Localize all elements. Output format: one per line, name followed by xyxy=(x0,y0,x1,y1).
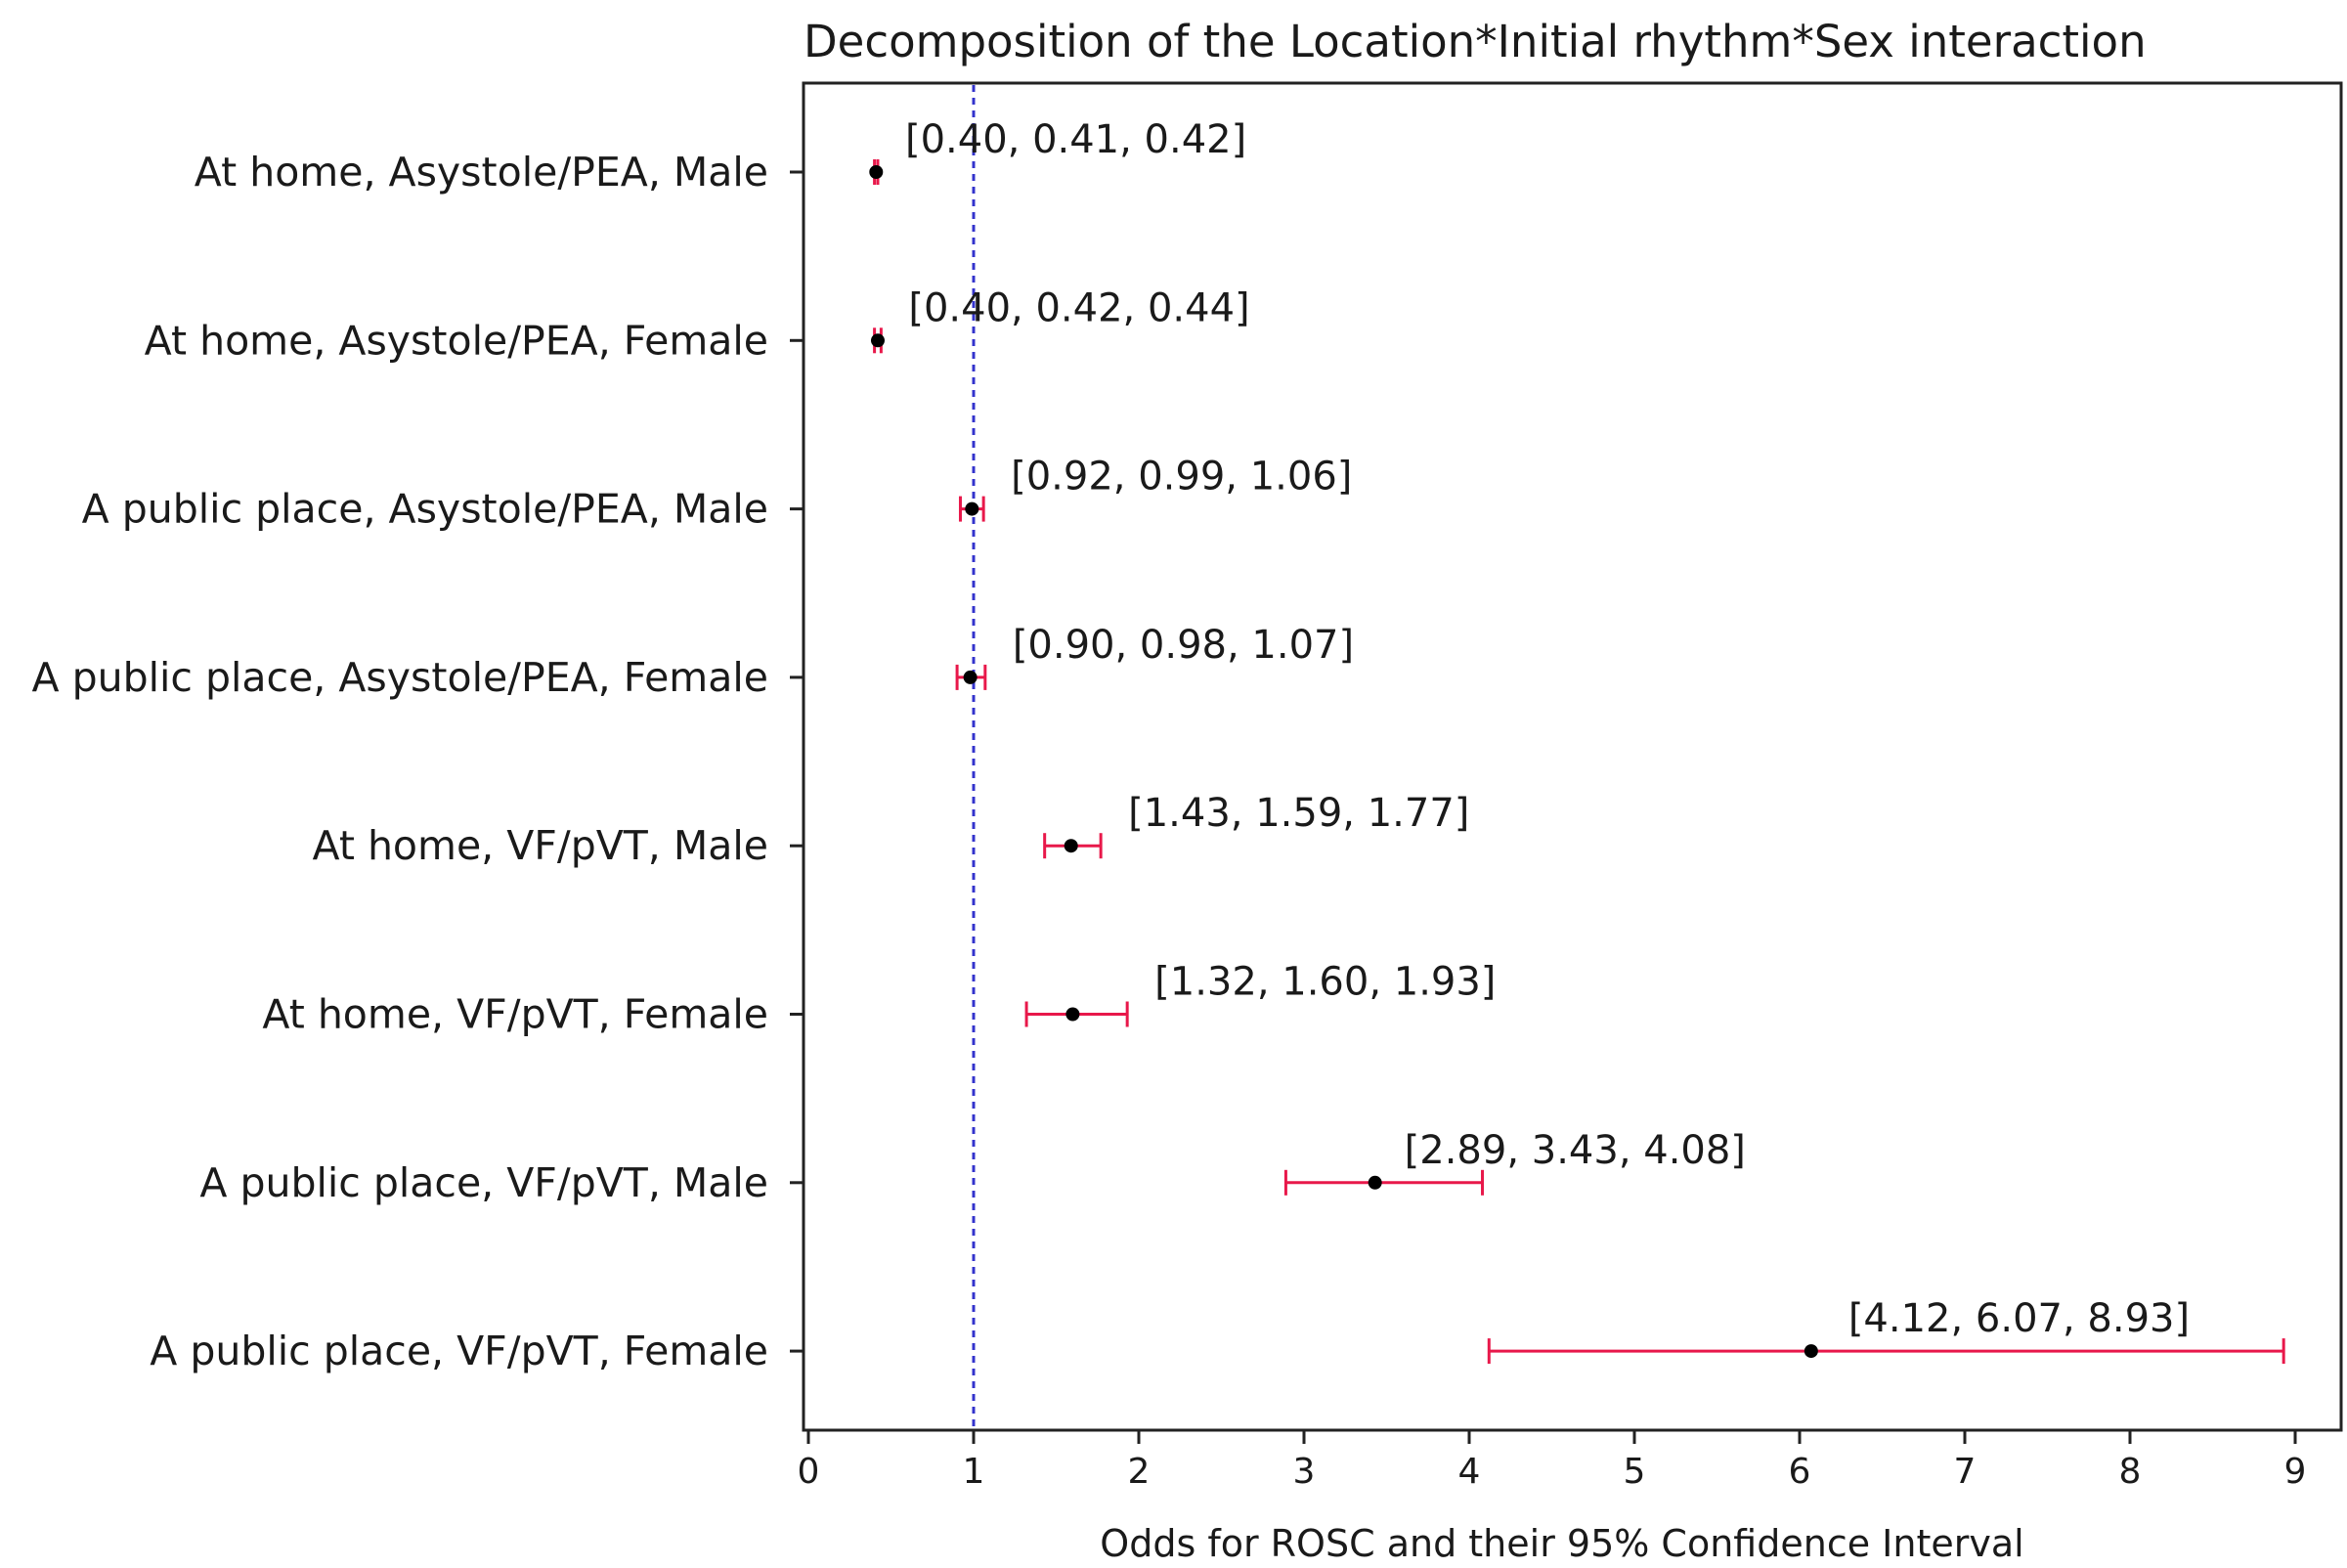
y-axis-ticks xyxy=(790,170,804,1353)
point-estimate xyxy=(1804,1344,1818,1359)
category-label: At home, VF/pVT, Female xyxy=(262,991,768,1038)
point-estimate xyxy=(870,333,885,348)
x-tick-label: 5 xyxy=(1624,1452,1646,1492)
interval-label: [0.40, 0.42, 0.44] xyxy=(908,285,1249,330)
chart-title: Decomposition of the Location*Initial rh… xyxy=(804,16,2147,67)
point-estimate xyxy=(1064,839,1078,853)
x-tick-label: 6 xyxy=(1789,1452,1811,1492)
plot-area-frame xyxy=(802,81,2343,1432)
interval-label: [0.90, 0.98, 1.07] xyxy=(1013,623,1354,668)
x-tick-label: 8 xyxy=(2119,1452,2142,1492)
x-axis-label: Odds for ROSC and their 95% Confidence I… xyxy=(1100,1522,2023,1565)
category-label: A public place, Asystole/PEA, Male xyxy=(82,486,768,533)
category-label: A public place, Asystole/PEA, Female xyxy=(32,654,768,701)
point-estimate xyxy=(963,670,978,684)
x-tick-label: 4 xyxy=(1458,1452,1481,1492)
point-estimate xyxy=(965,501,979,516)
x-axis-ticks: 0 1 2 3 4 5 6 7 8 9 xyxy=(798,1430,2307,1492)
interval-label: [1.43, 1.59, 1.77] xyxy=(1128,791,1469,836)
point-estimates xyxy=(869,165,1818,1359)
x-tick-label: 2 xyxy=(1128,1452,1151,1492)
interval-label: [1.32, 1.60, 1.93] xyxy=(1154,960,1496,1005)
x-tick-label: 9 xyxy=(2284,1452,2307,1492)
x-tick-label: 1 xyxy=(963,1452,985,1492)
category-label: At home, Asystole/PEA, Female xyxy=(145,317,768,364)
category-label: A public place, VF/pVT, Female xyxy=(150,1328,768,1374)
point-estimate xyxy=(869,165,884,179)
interval-labels: [0.40, 0.41, 0.42] [0.40, 0.42, 0.44] [0.9… xyxy=(905,117,2190,1341)
error-bars xyxy=(873,159,2285,1365)
x-tick-label: 7 xyxy=(1954,1452,1977,1492)
interval-label: [4.12, 6.07, 8.93] xyxy=(1848,1296,2190,1341)
interval-label: [0.40, 0.41, 0.42] xyxy=(905,117,1246,162)
interval-label: [0.92, 0.99, 1.06] xyxy=(1011,455,1352,500)
x-tick-label: 0 xyxy=(798,1452,820,1492)
point-estimate xyxy=(1368,1175,1382,1190)
point-estimate xyxy=(1065,1007,1080,1022)
x-tick-label: 3 xyxy=(1293,1452,1316,1492)
category-label: A public place, VF/pVT, Male xyxy=(199,1159,768,1206)
category-label: At home, VF/pVT, Male xyxy=(313,822,768,869)
interval-label: [2.89, 3.43, 4.08] xyxy=(1405,1128,1746,1173)
category-labels: At home, Asystole/PEA, Male At home, Asys… xyxy=(32,149,768,1374)
category-label: At home, Asystole/PEA, Male xyxy=(195,149,768,196)
